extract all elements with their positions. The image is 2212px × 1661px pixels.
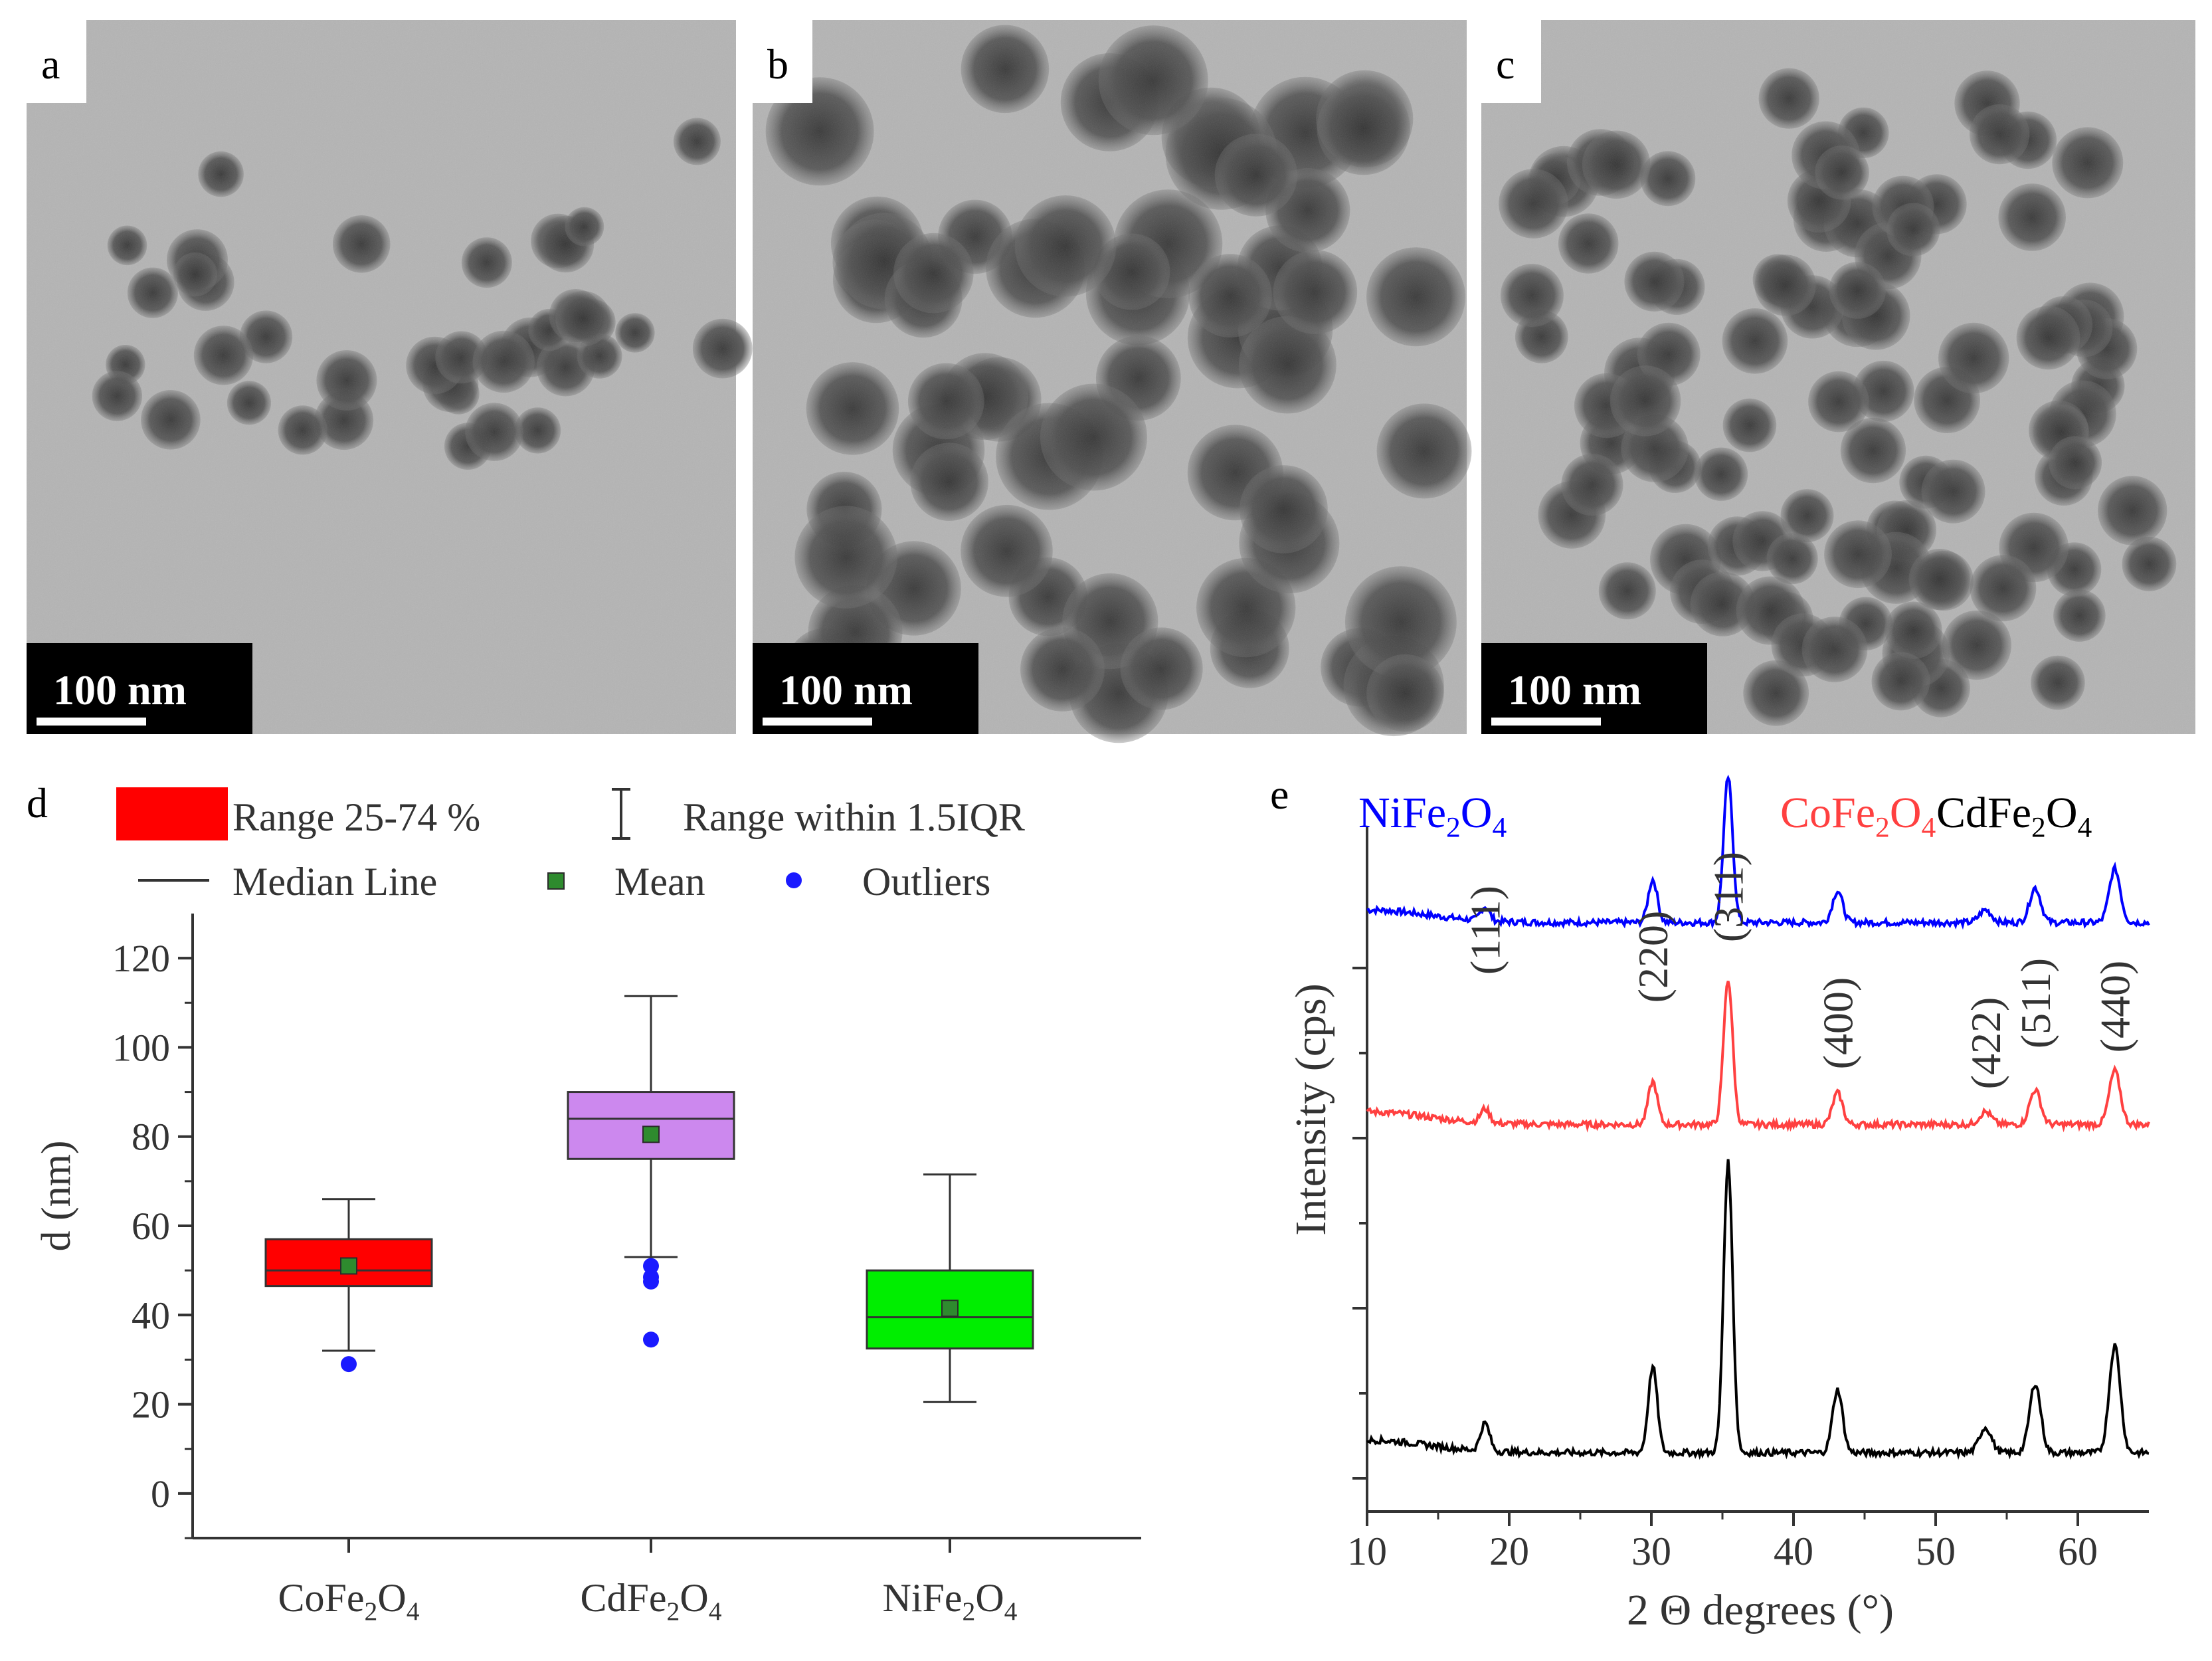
boxplot-legend: Range 25-74 % Range within 1.5IQR Median… xyxy=(116,787,1025,904)
panel-label-e: e xyxy=(1270,771,1289,818)
scale-bar-b xyxy=(763,718,872,726)
x-tick-label: 30 xyxy=(1631,1529,1671,1573)
x-tick-label: NiFe2O4 xyxy=(883,1576,1018,1626)
xrd-curve xyxy=(1366,774,2150,930)
mean-marker xyxy=(941,1300,959,1318)
legend-outliers-label: Outliers xyxy=(862,860,990,904)
legend-whisker-label: Range within 1.5IQR xyxy=(683,795,1025,839)
legend-median-label: Median Line xyxy=(232,860,437,904)
scale-bar-a xyxy=(37,718,146,726)
y-tick-label: 60 xyxy=(132,1205,170,1248)
tem-panel-b: b 100 nm xyxy=(753,20,1472,743)
outlier-point xyxy=(643,1331,659,1348)
scale-bar-label-b: 100 nm xyxy=(779,666,913,714)
tem-grain xyxy=(753,20,1467,734)
x-tick-label: 20 xyxy=(1489,1529,1529,1573)
tem-panel-a: a 100 nm xyxy=(27,20,753,734)
boxplot-y-axis-label: d (nm) xyxy=(34,1140,79,1251)
tem-panel-c: c 100 nm xyxy=(1481,20,2195,734)
xrd-curve xyxy=(1366,1159,2150,1460)
boxplot-marks xyxy=(264,995,1034,1403)
y-tick-label: 120 xyxy=(112,937,170,980)
peak-label: (220) xyxy=(1629,911,1677,1003)
legend-mean-marker xyxy=(547,872,565,890)
peak-label: (440) xyxy=(2092,961,2139,1053)
boxplot-axes: 0 20 40 60 80 100 120 CoFe2O4 CdFe2O4 NiFe2O4 xyxy=(112,914,1141,1626)
legend-range-swatch xyxy=(116,787,228,840)
x-tick-label: 50 xyxy=(1916,1529,1956,1573)
outlier-point xyxy=(643,1258,659,1274)
legend-outlier-marker xyxy=(786,872,802,888)
xrd-legend-entry: CdFe2O4 xyxy=(1936,789,2092,844)
xrd-legend-entry: NiFe2O4 xyxy=(1358,789,1507,844)
xrd-axes: 10 20 30 40 50 60 xyxy=(1347,827,2149,1573)
y-tick-label: 20 xyxy=(132,1383,170,1426)
scale-bar-label-c: 100 nm xyxy=(1508,666,1641,714)
panel-label-a: a xyxy=(41,41,60,88)
x-tick-label: 40 xyxy=(1774,1529,1813,1573)
outlier-point xyxy=(341,1356,357,1373)
x-tick-label: CoFe2O4 xyxy=(278,1576,420,1626)
peak-label: (422) xyxy=(1962,997,2009,1090)
xrd-curves xyxy=(1366,774,2150,1460)
panel-label-b: b xyxy=(767,41,788,88)
peak-label: (511) xyxy=(2012,958,2059,1048)
mean-marker xyxy=(642,1125,660,1143)
legend-whisker-icon xyxy=(612,788,630,840)
y-tick-label: 0 xyxy=(151,1472,170,1515)
peak-label: (111) xyxy=(1462,886,1509,975)
scale-bar-c xyxy=(1491,718,1601,726)
x-tick-label: 10 xyxy=(1347,1529,1387,1573)
panel-label-d: d xyxy=(27,779,48,827)
xrd-panel: e NiFe2O4 CoFe2O4 CdFe2O4 Intensity (cps) … xyxy=(1270,771,2150,1634)
xrd-legend: NiFe2O4 CoFe2O4 CdFe2O4 xyxy=(1358,789,2092,844)
panel-label-box xyxy=(1481,20,1541,103)
y-tick-label: 100 xyxy=(112,1026,170,1069)
xrd-peak-labels: (111) (220) (311) (400) (422) (511) (440) xyxy=(1462,852,2139,1089)
boxplot-panel: d Range 25-74 % Range within 1.5IQR Medi… xyxy=(27,779,1141,1626)
xrd-legend-entry: CoFe2O4 xyxy=(1780,789,1936,844)
panel-label-box xyxy=(753,20,812,103)
mean-marker xyxy=(340,1257,357,1275)
peak-label: (311) xyxy=(1705,852,1752,942)
x-tick-label: 60 xyxy=(2058,1529,2098,1573)
y-tick-label: 40 xyxy=(132,1294,170,1337)
outlier-point xyxy=(643,1269,659,1286)
tem-grain xyxy=(1481,20,2195,734)
scale-bar-label-a: 100 nm xyxy=(53,666,187,714)
peak-label: (400) xyxy=(1814,977,1861,1070)
x-tick-label: CdFe2O4 xyxy=(581,1576,722,1626)
box-iqr xyxy=(567,1091,735,1160)
xrd-x-axis-label: 2 Θ degrees (°) xyxy=(1627,1586,1894,1634)
tem-grain xyxy=(27,20,736,734)
legend-range-label: Range 25-74 % xyxy=(232,795,480,839)
xrd-curve xyxy=(1366,981,2150,1133)
y-tick-label: 80 xyxy=(132,1116,170,1159)
legend-mean-label: Mean xyxy=(614,860,705,904)
xrd-y-axis-label: Intensity (cps) xyxy=(1287,983,1335,1235)
panel-label-c: c xyxy=(1496,41,1515,88)
panel-label-box xyxy=(27,20,86,103)
